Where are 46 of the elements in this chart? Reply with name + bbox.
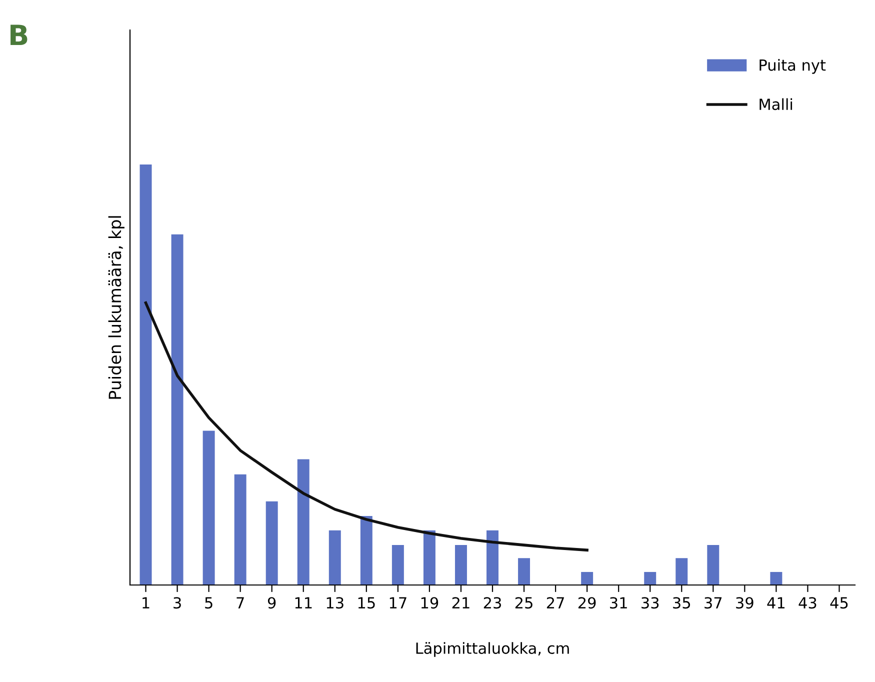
- bar: [297, 459, 310, 585]
- x-tick-label: 25: [515, 597, 532, 609]
- x-tick-label: 43: [798, 597, 816, 609]
- bar: [328, 530, 341, 585]
- bar: [486, 530, 498, 585]
- bar: [423, 530, 436, 585]
- x-tick-label: 29: [578, 597, 596, 609]
- bar: [140, 164, 152, 585]
- y-axis-title: Puiden lukumäärä, kpl: [108, 216, 124, 399]
- x-tick-label: 41: [767, 597, 785, 608]
- x-tick-label: 35: [673, 597, 690, 609]
- x-tick-label: 15: [358, 597, 375, 609]
- x-tick-label: 3: [174, 597, 181, 609]
- x-tick-label: 33: [642, 597, 659, 609]
- x-tick-label: 11: [295, 597, 312, 608]
- bar: [454, 545, 467, 585]
- x-tick-label: 19: [421, 597, 438, 609]
- x-tick-label: 39: [736, 597, 754, 609]
- x-tick-label: 7: [236, 597, 244, 608]
- x-tick-label: 17: [390, 597, 406, 608]
- bar: [234, 474, 246, 585]
- x-tick-label: 13: [326, 597, 344, 609]
- x-tick-label: 23: [484, 597, 501, 609]
- bar: [644, 572, 656, 585]
- bar: [581, 572, 594, 585]
- bar: [202, 430, 215, 585]
- x-tick-label: 27: [546, 597, 564, 608]
- bar: [518, 558, 530, 585]
- x-axis-title: Läpimittaluokka, cm: [416, 642, 569, 657]
- text: B: [10, 24, 28, 45]
- x-tick-label: 9: [268, 597, 276, 609]
- x-tick-label: 5: [205, 597, 212, 609]
- legend-label: Puita nyt: [760, 59, 826, 74]
- x-tick-label: 21: [452, 597, 470, 608]
- bar: [171, 234, 184, 585]
- bar: [676, 558, 688, 585]
- x-tick-label: 1: [142, 597, 150, 608]
- bar: [707, 545, 720, 585]
- x-tick-label: 31: [610, 597, 627, 609]
- bar: [392, 545, 404, 585]
- bar: [266, 501, 278, 585]
- bar: [770, 572, 782, 585]
- bar: [360, 516, 372, 585]
- legend-label: Malli: [760, 98, 792, 110]
- x-tick-label: 37: [704, 597, 722, 609]
- x-tick-label: 45: [830, 597, 848, 609]
